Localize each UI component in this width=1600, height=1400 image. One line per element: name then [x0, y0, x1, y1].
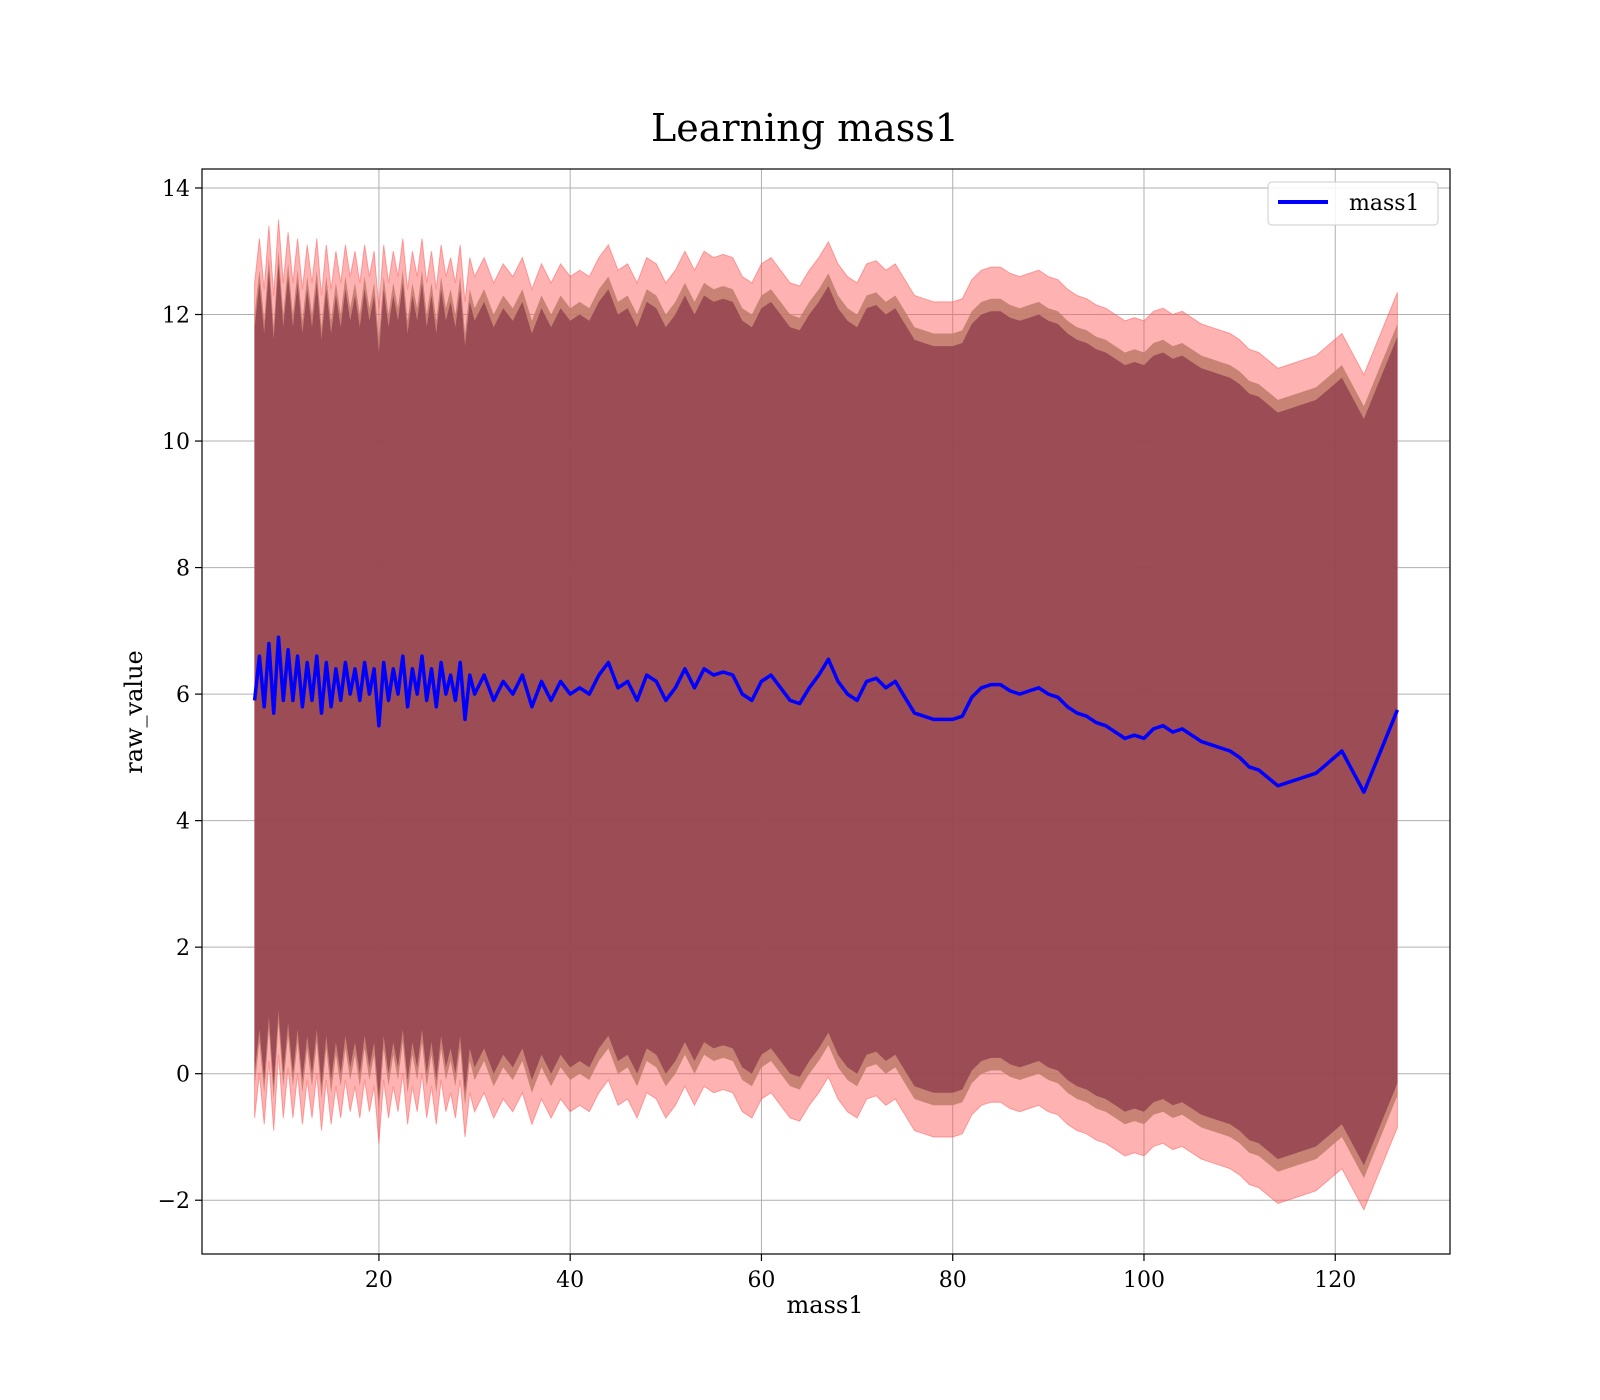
y-tick-label: 14	[162, 177, 190, 202]
y-tick-label: 4	[176, 810, 190, 835]
chart-title: Learning mass1	[651, 106, 959, 150]
plot-area	[201, 168, 1451, 1255]
x-tick-label: 60	[747, 1268, 775, 1293]
x-tick-label: 40	[556, 1268, 584, 1293]
y-axis-label: raw_value	[120, 650, 148, 774]
legend-box	[1267, 181, 1439, 226]
x-axis-ticks: 20 40 60 80 100 120	[365, 1254, 1356, 1293]
y-tick-label: 0	[176, 1063, 190, 1088]
y-tick-label: 10	[162, 430, 190, 455]
x-tick-label: 20	[365, 1268, 393, 1293]
inner-confidence-band	[254, 263, 1398, 1166]
series-line-mass1	[252, 635, 1400, 794]
legend: mass1	[1267, 181, 1439, 226]
y-tick-label: 8	[176, 557, 190, 582]
x-tick-label: 120	[1314, 1268, 1356, 1293]
line-layer	[252, 635, 1400, 794]
plot-frame	[201, 168, 1451, 1255]
y-tick-label: 6	[176, 683, 190, 708]
legend-label: mass1	[1349, 191, 1420, 216]
y-axis-ticks: −2 0 2 4 6 8 10 12 14	[158, 177, 202, 1214]
band-layer	[254, 219, 1398, 1211]
x-tick-label: 100	[1123, 1268, 1165, 1293]
x-tick-label: 80	[939, 1268, 967, 1293]
y-tick-label: 12	[162, 304, 190, 329]
y-tick-label: 2	[176, 936, 190, 961]
y-tick-label: −2	[158, 1189, 190, 1214]
x-axis-label: mass1	[787, 1291, 864, 1319]
